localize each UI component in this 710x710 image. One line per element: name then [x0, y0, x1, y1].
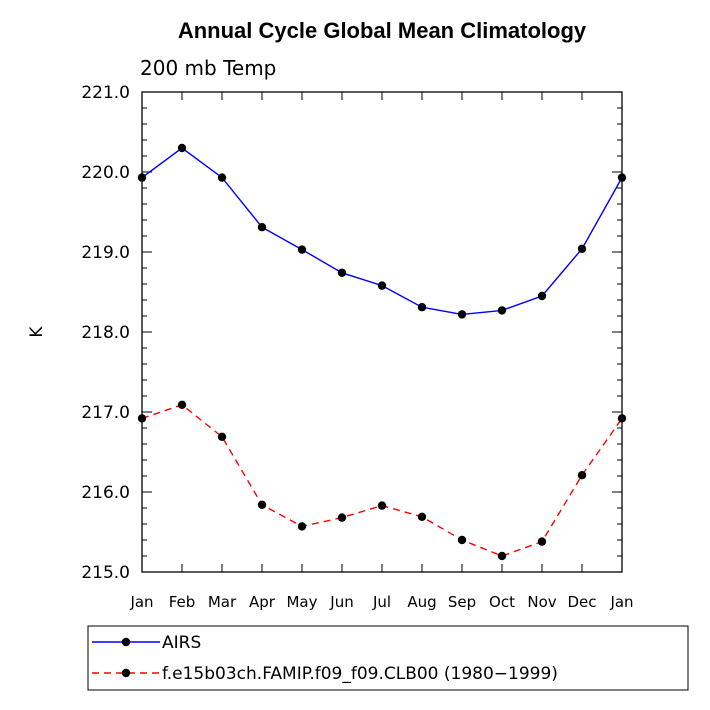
- legend-item-1: AIRS: [92, 633, 201, 653]
- chart-subtitle: 200 mb Temp: [140, 56, 276, 80]
- data-point: [497, 306, 507, 315]
- data-point: [377, 501, 387, 510]
- x-tick-label: Jun: [329, 593, 353, 611]
- legend-box: [87, 625, 689, 691]
- axis-ticks: [141, 91, 623, 573]
- data-point: [497, 551, 507, 561]
- data-point: [457, 310, 467, 319]
- y-tick-label: 219.0: [81, 243, 130, 263]
- chart-title: Annual Cycle Global Mean Climatology: [178, 18, 587, 43]
- legend-item-2: f.e15b03ch.FAMIP.f09_f09.CLB00 (1980−199…: [92, 664, 558, 684]
- x-tick-label: Aug: [407, 593, 436, 611]
- legend: AIRS f.e15b03ch.FAMIP.f09_f09.CLB00 (1980…: [87, 625, 689, 691]
- data-point: [177, 143, 187, 153]
- x-tick-label: Jan: [609, 593, 633, 611]
- data-point: [297, 522, 307, 531]
- x-tick-label: Jan: [129, 593, 153, 611]
- x-tick-label: Apr: [249, 593, 276, 611]
- data-point: [537, 291, 547, 301]
- data-point: [617, 414, 627, 423]
- y-tick-label: 217.0: [81, 403, 130, 423]
- data-point: [177, 400, 187, 409]
- data-point: [137, 414, 147, 423]
- series-layer: [137, 143, 627, 561]
- data-point: [577, 244, 587, 253]
- data-point: [337, 513, 347, 522]
- data-point: [417, 512, 427, 521]
- data-point: [617, 173, 627, 182]
- plot-frame: [141, 91, 623, 573]
- legend-marker: [121, 637, 131, 647]
- data-point: [377, 281, 387, 290]
- y-tick-labels: 215.0 216.0 217.0 218.0 219.0 220.0 221.0: [81, 83, 130, 583]
- data-point: [257, 500, 267, 509]
- x-tick-label: Mar: [208, 593, 237, 611]
- y-tick-label: 221.0: [81, 83, 130, 103]
- data-point: [217, 432, 227, 441]
- x-tick-label: Dec: [567, 593, 596, 611]
- data-point: [337, 268, 347, 277]
- legend-label: f.e15b03ch.FAMIP.f09_f09.CLB00 (1980−199…: [162, 664, 558, 684]
- y-tick-label: 220.0: [81, 163, 130, 183]
- series-2: [137, 400, 627, 561]
- data-point: [137, 173, 147, 182]
- data-point: [217, 173, 227, 182]
- plot-border: [141, 91, 623, 573]
- legend-label: AIRS: [162, 633, 201, 653]
- x-tick-label: Sep: [448, 593, 476, 611]
- data-point: [457, 535, 467, 545]
- y-axis-label: K: [27, 326, 47, 338]
- data-point: [417, 303, 427, 312]
- legend-marker: [121, 668, 131, 678]
- series-line: [141, 404, 623, 557]
- x-tick-label: Feb: [169, 593, 196, 611]
- data-point: [537, 537, 547, 546]
- y-tick-label: 215.0: [81, 563, 130, 583]
- x-tick-label: Oct: [489, 593, 515, 611]
- data-point: [297, 245, 307, 254]
- series-1: [137, 143, 627, 319]
- x-tick-labels: Jan Feb Mar Apr May Jun Jul Aug Sep Oct Nov Dec Jan: [129, 593, 633, 611]
- data-point: [577, 471, 587, 480]
- y-tick-label: 218.0: [81, 323, 130, 343]
- x-tick-label: Nov: [527, 593, 556, 611]
- x-tick-label: May: [286, 593, 317, 611]
- y-tick-label: 216.0: [81, 483, 130, 503]
- data-point: [257, 223, 267, 232]
- x-tick-label: Jul: [372, 593, 391, 611]
